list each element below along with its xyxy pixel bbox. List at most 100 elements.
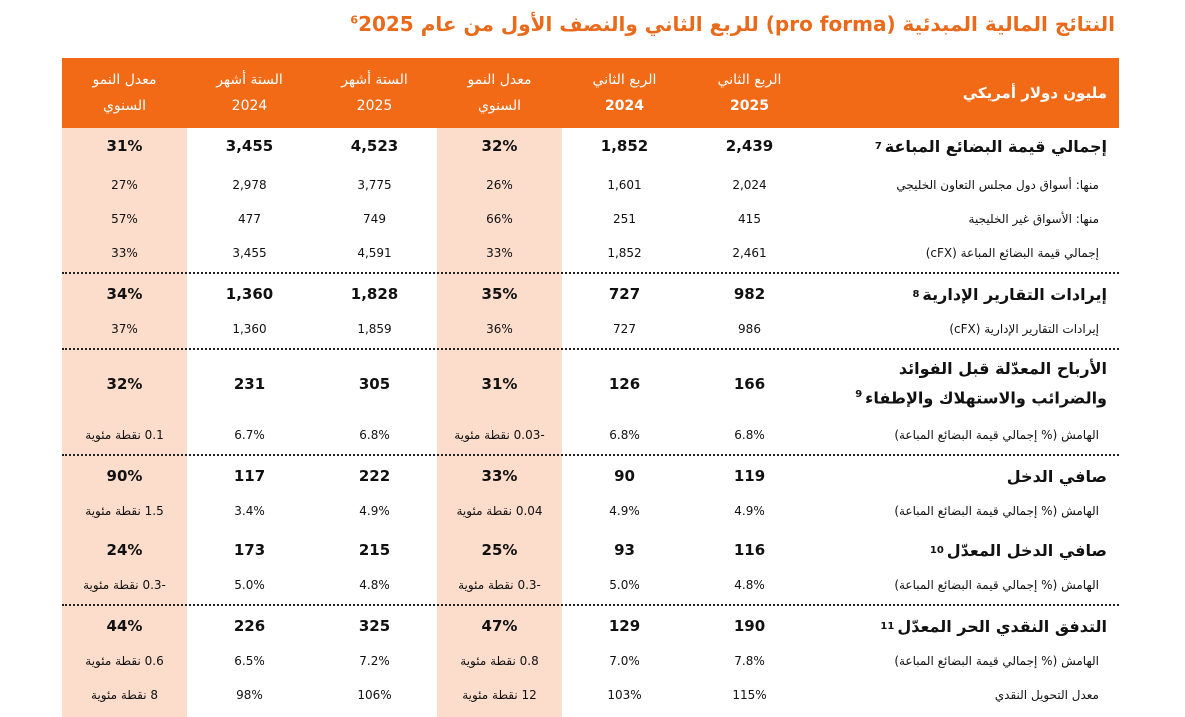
cell-6m-2025: 6.8% [359,428,390,442]
section-divider [62,454,1119,456]
cell-6m-2025: 305 [358,375,391,393]
table-row: إجمالي قيمة البضائع المباعة (cFX) 33% 3,… [62,236,1119,270]
cell-6m-2025: 222 [358,467,391,485]
table-row: الهامش (% إجمالي قيمة البضائع المباعة) 0… [62,644,1119,678]
cell-6m-2024: 3.4% [234,504,265,518]
table-row: الأرباح المعدّلة قبل الفوائد والضرائب وا… [62,354,1119,414]
row-label: منها: الأسواق غير الخليجية [968,212,1099,226]
row-label: الهامش (% إجمالي قيمة البضائع المباعة) [894,654,1099,668]
cell-q2-2024: 4.9% [609,504,640,518]
cell-6m-2025: 749 [363,212,386,226]
cell-q2-2025: 2,461 [732,246,767,260]
cell-yoy-6m: 34% [106,285,143,303]
row-label: إيرادات التقارير الإدارية (cFX) [949,322,1099,336]
cell-q2-2024: 251 [613,212,636,226]
cell-yoy-6m: 57% [111,212,138,226]
cell-yoy-q2: -0.03 نقطة مئوية [454,428,545,442]
header-col-q2-2024: الربع الثاني 2024 [592,72,657,114]
section-divider [62,348,1119,350]
cell-q2-2025: 986 [738,322,761,336]
cell-q2-2025: 115% [732,688,767,702]
section-divider [62,604,1119,606]
cell-6m-2025: 325 [358,617,391,635]
cell-q2-2025: 2,439 [725,137,774,155]
cell-yoy-q2: 0.04 نقطة مئوية [456,504,543,518]
cell-yoy-q2: 31% [481,375,518,393]
row-label: الهامش (% إجمالي قيمة البضائع المباعة) [894,428,1099,442]
header-col-6m-2025: الستة أشهر 2025 [341,72,408,114]
cell-yoy-q2: 47% [481,617,518,635]
cell-6m-2025: 4,523 [350,137,399,155]
cell-yoy-q2: 0.8 نقطة مئوية [460,654,539,668]
cell-6m-2024: 1,360 [225,285,274,303]
title-year: 2025 [358,12,414,36]
cell-q2-2024: 1,852 [600,137,649,155]
cell-6m-2025: 3,775 [357,178,392,192]
row-label: صافي الدخل [1006,466,1107,486]
cell-yoy-6m: 31% [106,137,143,155]
cell-q2-2024: 90 [614,467,635,485]
cell-6m-2024: 477 [238,212,261,226]
cell-q2-2024: 126 [608,375,641,393]
cell-q2-2024: 727 [608,285,641,303]
table-row: معدل التحويل النقدي 8 نقطة مئوية 98% 106… [62,678,1119,712]
cell-q2-2025: 4.8% [734,578,765,592]
cell-q2-2024: 93 [614,541,635,559]
cell-6m-2025: 1,859 [357,322,392,336]
table-row: التدفق النقدي الحر المعدّل 11 44% 226 325… [62,608,1119,644]
row-label: الهامش (% إجمالي قيمة البضائع المباعة) [894,578,1099,592]
row-label: الهامش (% إجمالي قيمة البضائع المباعة) [894,504,1099,518]
cell-6m-2024: 1,360 [232,322,267,336]
cell-yoy-6m: 0.1 نقطة مئوية [85,428,164,442]
cell-yoy-6m: 8 نقطة مئوية [91,688,158,702]
cell-6m-2024: 3,455 [225,137,274,155]
cell-yoy-q2: 36% [486,322,513,336]
yoy-6m-shade [62,128,187,717]
cell-6m-2025: 1,828 [350,285,399,303]
cell-yoy-q2: 12 نقطة مئوية [462,688,537,702]
cell-yoy-q2: 66% [486,212,513,226]
section-divider [62,272,1119,274]
cell-q2-2024: 5.0% [609,578,640,592]
cell-q2-2025: 116 [733,541,766,559]
cell-yoy-6m: -0.3 نقطة مئوية [83,578,166,592]
cell-6m-2025: 4.9% [359,504,390,518]
cell-yoy-6m: 33% [111,246,138,260]
cell-yoy-6m: 44% [106,617,143,635]
table-row: الهامش (% إجمالي قيمة البضائع المباعة) 0… [62,418,1119,452]
cell-q2-2024: 1,601 [607,178,642,192]
cell-yoy-q2: -0.3 نقطة مئوية [458,578,541,592]
cell-q2-2025: 119 [733,467,766,485]
cell-6m-2024: 117 [233,467,266,485]
cell-yoy-q2: 33% [481,467,518,485]
row-label: التدفق النقدي الحر المعدّل 11 [880,616,1107,636]
table-row: منها: الأسواق غير الخليجية 57% 477 749 6… [62,202,1119,236]
table-row: الهامش (% إجمالي قيمة البضائع المباعة) 1… [62,494,1119,528]
financial-results-table: معدل النمو السنوي الستة أشهر 2024 الستة … [62,58,1119,717]
cell-q2-2025: 2,024 [732,178,767,192]
cell-q2-2025: 166 [733,375,766,393]
row-label: إجمالي قيمة البضائع المباعة (cFX) [925,246,1099,260]
cell-6m-2025: 106% [357,688,392,702]
cell-6m-2024: 2,978 [232,178,267,192]
table-row: إيرادات التقارير الإدارية (cFX) 37% 1,36… [62,312,1119,346]
cell-yoy-6m: 90% [106,467,143,485]
cell-yoy-q2: 35% [481,285,518,303]
cell-q2-2025: 415 [738,212,761,226]
cell-q2-2025: 6.8% [734,428,765,442]
row-label: منها: أسواق دول مجلس التعاون الخليجي [896,178,1099,192]
cell-q2-2024: 6.8% [609,428,640,442]
cell-yoy-6m: 37% [111,322,138,336]
cell-6m-2024: 226 [233,617,266,635]
cell-6m-2024: 173 [233,541,266,559]
cell-q2-2024: 1,852 [607,246,642,260]
header-unit-label: مليون دولار أمريكي [962,84,1107,102]
cell-6m-2024: 5.0% [234,578,265,592]
table-row: صافي الدخل 90% 117 222 33% 90 119 [62,458,1119,494]
yoy-q2-shade [437,128,562,717]
cell-6m-2025: 4.8% [359,578,390,592]
cell-yoy-q2: 32% [481,137,518,155]
table-row: صافي الدخل المعدّل 10 24% 173 215 25% 93 … [62,532,1119,568]
cell-6m-2024: 6.5% [234,654,265,668]
cell-yoy-6m: 24% [106,541,143,559]
